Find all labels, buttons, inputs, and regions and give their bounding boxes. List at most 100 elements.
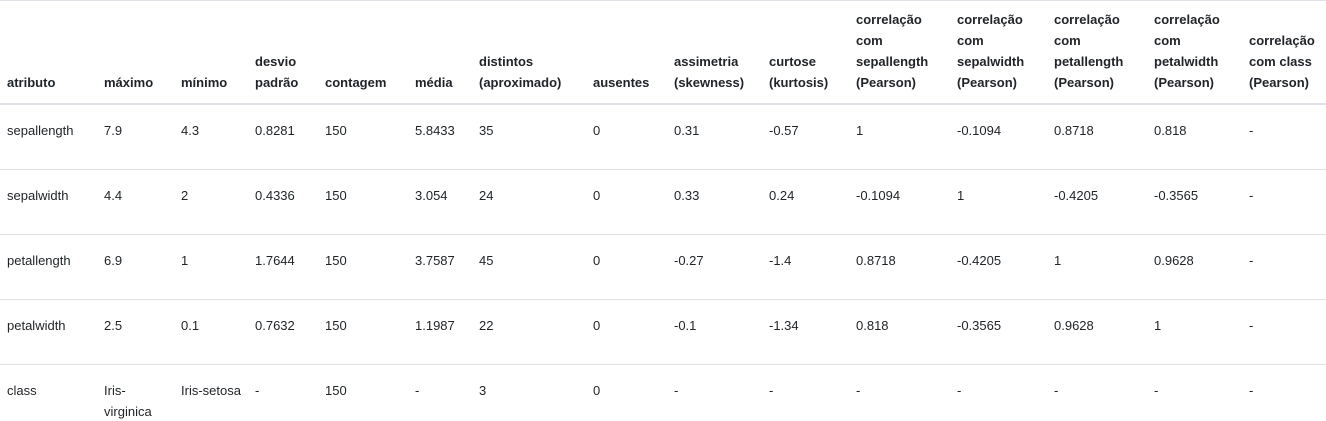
cell-count: 150 xyxy=(318,169,408,235)
cell-count: 150 xyxy=(325,382,347,398)
cell-missing: 0 xyxy=(586,104,667,170)
header-count: contagem xyxy=(318,1,408,105)
cell-corr-petallength: -0.4205 xyxy=(1047,169,1147,235)
cell-min: 4.3 xyxy=(174,104,248,170)
cell-mean: 3.7587 xyxy=(408,234,472,300)
table-row: class Iris-virginica Iris-setosa - 150 -… xyxy=(0,364,1326,421)
cell-corr-sepallength: -0.1094 xyxy=(849,169,950,235)
header-skewness: assimetria (skewness) xyxy=(667,1,762,105)
cell-count: 150 xyxy=(318,299,408,365)
cell-min: 1 xyxy=(174,234,248,300)
header-max: máximo xyxy=(97,1,174,105)
cell-attribute: sepalwidth xyxy=(0,169,97,235)
header-std-dev: desvio padrão xyxy=(248,1,318,105)
cell-corr-sepallength: 1 xyxy=(849,104,950,170)
cell-max: 4.4 xyxy=(97,169,174,235)
cell-attribute: petalwidth xyxy=(0,299,97,365)
cell-corr-petalwidth: 0.9628 xyxy=(1147,234,1242,300)
table-row: petalwidth 2.5 0.1 0.7632 150 1.1987 22 … xyxy=(0,299,1326,365)
cell-distinct: 22 xyxy=(472,299,586,365)
cell-corr-petallength: 0.8718 xyxy=(1047,104,1147,170)
cell-min: 2 xyxy=(174,169,248,235)
table-header: atributo máximo mínimo desvio padrão con… xyxy=(0,1,1326,105)
cell-distinct: 3 xyxy=(479,382,487,398)
header-corr-petalwidth: correlação com petalwidth (Pearson) xyxy=(1147,1,1242,105)
cell-std-dev: 0.8281 xyxy=(248,104,318,170)
cell-kurtosis: - xyxy=(769,382,774,398)
header-kurtosis: curtose (kurtosis) xyxy=(762,1,849,105)
cell-corr-petalwidth: 0.818 xyxy=(1147,104,1242,170)
header-missing: ausentes xyxy=(586,1,667,105)
cell-skewness: -0.1 xyxy=(667,299,762,365)
cell-mean: 5.8433 xyxy=(408,104,472,170)
cell-count: 150 xyxy=(318,104,408,170)
header-corr-sepallength: correlação com sepallength (Pearson) xyxy=(849,1,950,105)
cell-corr-class: - xyxy=(1249,382,1254,398)
cell-corr-sepallength: 0.818 xyxy=(849,299,950,365)
cell-max: 2.5 xyxy=(97,299,174,365)
cell-distinct: 45 xyxy=(472,234,586,300)
cell-skewness: -0.27 xyxy=(667,234,762,300)
cell-mean: 3.054 xyxy=(408,169,472,235)
cell-missing: 0 xyxy=(593,382,601,398)
cell-kurtosis: -0.57 xyxy=(762,104,849,170)
cell-count: 150 xyxy=(318,234,408,300)
table-body: sepallength 7.9 4.3 0.8281 150 5.8433 35… xyxy=(0,104,1326,421)
header-mean: média xyxy=(408,1,472,105)
cell-corr-sepallength: 0.8718 xyxy=(849,234,950,300)
cell-mean: - xyxy=(415,382,420,398)
header-corr-sepalwidth: correlação com sepalwidth (Pearson) xyxy=(950,1,1047,105)
cell-missing: 0 xyxy=(586,169,667,235)
table-row: sepallength 7.9 4.3 0.8281 150 5.8433 35… xyxy=(0,104,1326,170)
header-min: mínimo xyxy=(174,1,248,105)
header-distinct: distintos (aproximado) xyxy=(472,1,586,105)
cell-kurtosis: 0.24 xyxy=(762,169,849,235)
cell-attribute: class xyxy=(7,382,37,398)
cell-std-dev: 1.7644 xyxy=(248,234,318,300)
cell-distinct: 24 xyxy=(472,169,586,235)
cell-kurtosis: -1.4 xyxy=(762,234,849,300)
cell-corr-sepalwidth: - xyxy=(957,382,962,398)
header-corr-class: correlação com class (Pearson) xyxy=(1242,1,1326,105)
cell-corr-sepalwidth: 1 xyxy=(950,169,1047,235)
cell-min: 0.1 xyxy=(174,299,248,365)
cell-skewness: - xyxy=(674,382,679,398)
header-corr-petallength: correlação com petallength (Pearson) xyxy=(1047,1,1147,105)
cell-missing: 0 xyxy=(586,234,667,300)
cell-corr-petalwidth: -0.3565 xyxy=(1147,169,1242,235)
cell-distinct: 35 xyxy=(472,104,586,170)
header-row: atributo máximo mínimo desvio padrão con… xyxy=(0,1,1326,105)
cell-corr-sepalwidth: -0.1094 xyxy=(950,104,1047,170)
cell-std-dev: - xyxy=(255,382,260,398)
cell-max: 6.9 xyxy=(97,234,174,300)
cell-corr-sepallength: - xyxy=(856,382,861,398)
cell-corr-class: - xyxy=(1242,234,1326,300)
cell-min: Iris-setosa xyxy=(181,382,241,398)
cell-corr-petallength: - xyxy=(1054,382,1059,398)
header-attribute: atributo xyxy=(0,1,97,105)
cell-kurtosis: -1.34 xyxy=(762,299,849,365)
cell-corr-sepalwidth: -0.4205 xyxy=(950,234,1047,300)
cell-attribute: sepallength xyxy=(0,104,97,170)
cell-skewness: 0.31 xyxy=(667,104,762,170)
cell-skewness: 0.33 xyxy=(667,169,762,235)
cell-corr-class: - xyxy=(1242,299,1326,365)
cell-corr-petalwidth: 1 xyxy=(1147,299,1242,365)
cell-max: Iris-virginica xyxy=(104,382,152,419)
table-row: petallength 6.9 1 1.7644 150 3.7587 45 0… xyxy=(0,234,1326,300)
cell-std-dev: 0.4336 xyxy=(248,169,318,235)
cell-corr-sepalwidth: -0.3565 xyxy=(950,299,1047,365)
cell-mean: 1.1987 xyxy=(408,299,472,365)
table-row: sepalwidth 4.4 2 0.4336 150 3.054 24 0 0… xyxy=(0,169,1326,235)
cell-std-dev: 0.7632 xyxy=(248,299,318,365)
cell-corr-petalwidth: - xyxy=(1154,382,1159,398)
cell-max: 7.9 xyxy=(97,104,174,170)
cell-missing: 0 xyxy=(586,299,667,365)
cell-attribute: petallength xyxy=(0,234,97,300)
cell-corr-petallength: 1 xyxy=(1047,234,1147,300)
cell-corr-petallength: 0.9628 xyxy=(1047,299,1147,365)
cell-corr-class: - xyxy=(1242,169,1326,235)
cell-corr-class: - xyxy=(1242,104,1326,170)
